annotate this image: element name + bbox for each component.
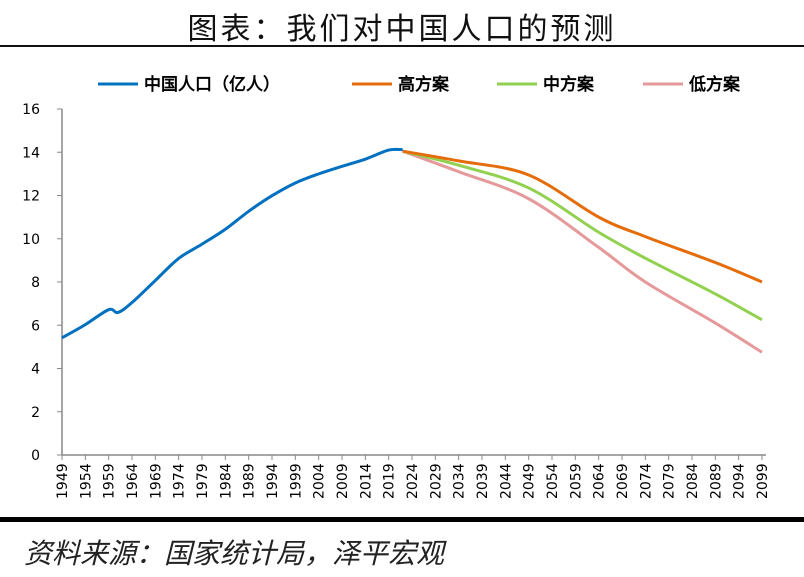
x-tick-label: 2069	[615, 463, 631, 499]
x-tick-label: 2044	[498, 463, 514, 499]
x-tick-label: 1999	[288, 463, 304, 499]
footer-divider	[0, 517, 804, 522]
y-tick-label: 10	[22, 232, 40, 248]
x-tick-label: 1979	[195, 463, 211, 499]
population-chart: 0 2 4 6 8 10 12 14 16 1949 1954 1959 1964 1969 1974 197…	[22, 74, 771, 499]
legend-label: 低方案	[688, 74, 741, 95]
y-tick-label: 4	[31, 362, 40, 378]
x-tick-label: 1969	[148, 463, 164, 499]
x-tick-label: 2029	[428, 463, 444, 499]
legend-label: 高方案	[398, 74, 450, 95]
y-tick-label: 8	[31, 275, 40, 291]
x-tick-label: 2024	[405, 463, 421, 499]
x-tick-label: 1974	[172, 463, 188, 499]
y-tick-label: 14	[22, 145, 40, 161]
x-tick-label: 2009	[335, 463, 351, 499]
x-tick-label: 2004	[312, 463, 328, 499]
legend-label: 中方案	[543, 74, 595, 95]
x-tick-label: 2089	[708, 463, 724, 499]
x-tick-label: 2019	[382, 463, 398, 499]
source-note: 资料来源：国家统计局，泽平宏观	[24, 537, 445, 570]
series-line-3	[402, 149, 763, 354]
series-line-2	[402, 149, 763, 322]
y-tick-label: 2	[31, 405, 40, 421]
x-tick-label: 2084	[685, 463, 701, 499]
x-tick-label: 1994	[265, 463, 281, 499]
x-tick-label: 2064	[592, 463, 608, 499]
x-tick-label: 1959	[102, 463, 118, 499]
series-line-0	[61, 147, 403, 340]
series-line-1	[402, 149, 763, 284]
series-lines	[61, 147, 763, 354]
x-tick-label: 1989	[242, 463, 258, 499]
x-tick-label: 2049	[522, 463, 538, 499]
x-tick-label: 2034	[452, 463, 468, 499]
x-tick-label: 2014	[358, 463, 374, 499]
y-tick-label: 6	[31, 318, 40, 334]
page-title: 图表：我们对中国人口的预测	[187, 12, 617, 47]
legend-label: 中国人口（亿人）	[144, 74, 280, 95]
x-tick-label: 1964	[125, 463, 141, 499]
y-tick-label: 16	[22, 102, 40, 118]
x-tick-label: 2074	[638, 463, 654, 499]
x-tick-label: 2054	[545, 463, 561, 499]
y-tick-label: 0	[31, 448, 40, 464]
x-tick-label: 1984	[218, 463, 234, 499]
axes: 0 2 4 6 8 10 12 14 16 1949 1954 1959 1964 1969 1974 197…	[22, 102, 771, 499]
x-tick-label: 1949	[55, 463, 71, 499]
x-tick-label: 2039	[475, 463, 491, 499]
legend: 中国人口（亿人） 高方案 中方案 低方案	[98, 74, 741, 95]
x-tick-label: 2094	[732, 463, 748, 499]
y-tick-label: 12	[22, 189, 40, 205]
x-tick-label: 2059	[568, 463, 584, 499]
x-tick-label: 2099	[755, 463, 771, 499]
x-tick-label: 2079	[662, 463, 678, 499]
title-divider	[0, 45, 804, 47]
x-tick-label: 1954	[78, 463, 94, 499]
